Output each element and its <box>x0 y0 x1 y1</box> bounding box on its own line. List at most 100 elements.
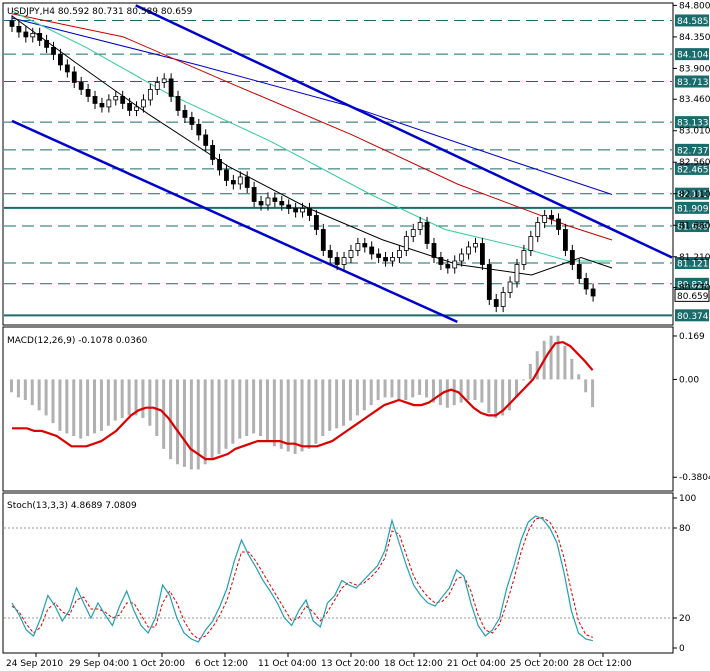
stoch-tick-label: 20 <box>679 614 691 624</box>
macd-bar <box>189 379 193 470</box>
macd-bar <box>584 379 588 393</box>
macd-bar <box>252 379 256 434</box>
macd-bar <box>342 379 346 426</box>
moving-average-line <box>11 15 613 276</box>
candle-body <box>320 229 326 251</box>
macd-bar <box>259 379 263 436</box>
candle-body <box>237 176 243 185</box>
time-tick-label: 28 Oct 12:00 <box>573 659 632 669</box>
candle-body <box>251 187 257 202</box>
candle-body <box>279 201 285 206</box>
macd-bar <box>169 379 173 460</box>
candle-body <box>203 134 209 146</box>
macd-bar <box>355 379 359 416</box>
candle-body <box>92 96 98 104</box>
candle-body <box>141 99 146 108</box>
candle-body <box>556 218 561 230</box>
candle-body <box>265 197 271 206</box>
candle-body <box>535 222 541 237</box>
macd-bar <box>362 379 366 411</box>
macd-bar <box>203 379 207 465</box>
candle-body <box>134 106 139 111</box>
macd-bar <box>23 379 27 400</box>
candle-body <box>486 264 492 300</box>
candle-body <box>438 257 444 265</box>
time-tick-label: 6 Oct 12:00 <box>195 659 248 669</box>
candle-body <box>445 264 451 269</box>
candle-body <box>473 243 478 248</box>
macd-indicator: 0.169 0.00 -0.3804 <box>10 332 710 483</box>
macd-bar <box>563 346 567 380</box>
candle-body <box>383 257 388 262</box>
macd-bar <box>16 379 20 398</box>
candle-body <box>189 117 195 125</box>
price-tick-label: 83.900 <box>679 64 710 74</box>
time-tick-label: 18 Oct 12:00 <box>384 659 443 669</box>
macd-bar <box>494 379 498 418</box>
level-label-box <box>675 309 709 322</box>
candle-body <box>99 103 105 108</box>
macd-bar <box>127 379 131 416</box>
candle-body <box>417 222 423 230</box>
macd-bar <box>473 379 477 400</box>
macd-bar <box>182 379 186 467</box>
macd-bar <box>404 379 408 400</box>
time-tick-label: 11 Oct 04:00 <box>258 659 317 669</box>
candle-body <box>313 215 319 230</box>
macd-bar <box>577 374 581 380</box>
macd-bar <box>528 364 532 380</box>
level-label: 84.104 <box>677 51 709 61</box>
time-tick-label: 25 Oct 20:00 <box>510 659 569 669</box>
candle-body <box>64 64 70 73</box>
candle-body <box>500 292 506 307</box>
candle-body <box>44 40 49 48</box>
stoch-pane[interactable] <box>2 492 674 654</box>
candle-body <box>424 222 430 244</box>
macd-bar <box>245 379 249 436</box>
candle-body <box>168 78 174 97</box>
candle-body <box>175 96 181 111</box>
level-label-box <box>675 257 709 270</box>
candle-body <box>355 243 361 251</box>
candle-body <box>362 243 368 248</box>
macd-bar <box>321 379 325 436</box>
candle-body <box>334 257 340 265</box>
price-axis: 84.585 84.104 83.713 83.133 82.737 82.465 82.1… <box>673 1 710 322</box>
macd-bar <box>307 379 311 449</box>
candle-body <box>210 145 216 160</box>
macd-bar <box>272 379 276 447</box>
channel-line <box>11 119 458 324</box>
price-tick-label: 84.350 <box>679 33 710 43</box>
macd-bar <box>196 379 200 470</box>
level-label: 80.824 <box>677 280 709 290</box>
price-pane[interactable] <box>2 2 674 326</box>
level-label: 83.713 <box>677 78 709 88</box>
macd-bar <box>466 379 470 400</box>
moving-average-line <box>11 13 613 241</box>
level-label: 82.737 <box>677 146 709 156</box>
stoch-pane-title: Stoch(13,3,3) 4.8689 7.0809 <box>7 501 137 511</box>
candle-body <box>78 82 84 90</box>
macd-bar <box>51 379 55 424</box>
level-label: 83.133 <box>677 119 709 129</box>
last-price-box <box>674 288 710 302</box>
candle-body <box>258 201 264 206</box>
candle-body <box>196 124 202 136</box>
price-tick-label: 82.560 <box>679 158 710 168</box>
macd-bar <box>65 379 69 434</box>
macd-bar <box>293 379 297 454</box>
price-tick-label: 81.210 <box>679 253 710 263</box>
macd-bar <box>238 379 242 439</box>
candle-body <box>452 260 458 269</box>
macd-bar <box>348 379 352 421</box>
macd-bar <box>286 379 290 452</box>
price-pane-title: USDJPY,H4 80.592 80.731 80.589 80.659 <box>7 7 193 17</box>
macd-bar <box>58 379 62 431</box>
candle-body <box>376 253 382 258</box>
candle-body <box>300 208 305 213</box>
macd-bar <box>176 379 180 465</box>
level-label: 82.465 <box>677 165 709 175</box>
macd-bar <box>86 379 90 436</box>
macd-bar <box>521 379 525 381</box>
